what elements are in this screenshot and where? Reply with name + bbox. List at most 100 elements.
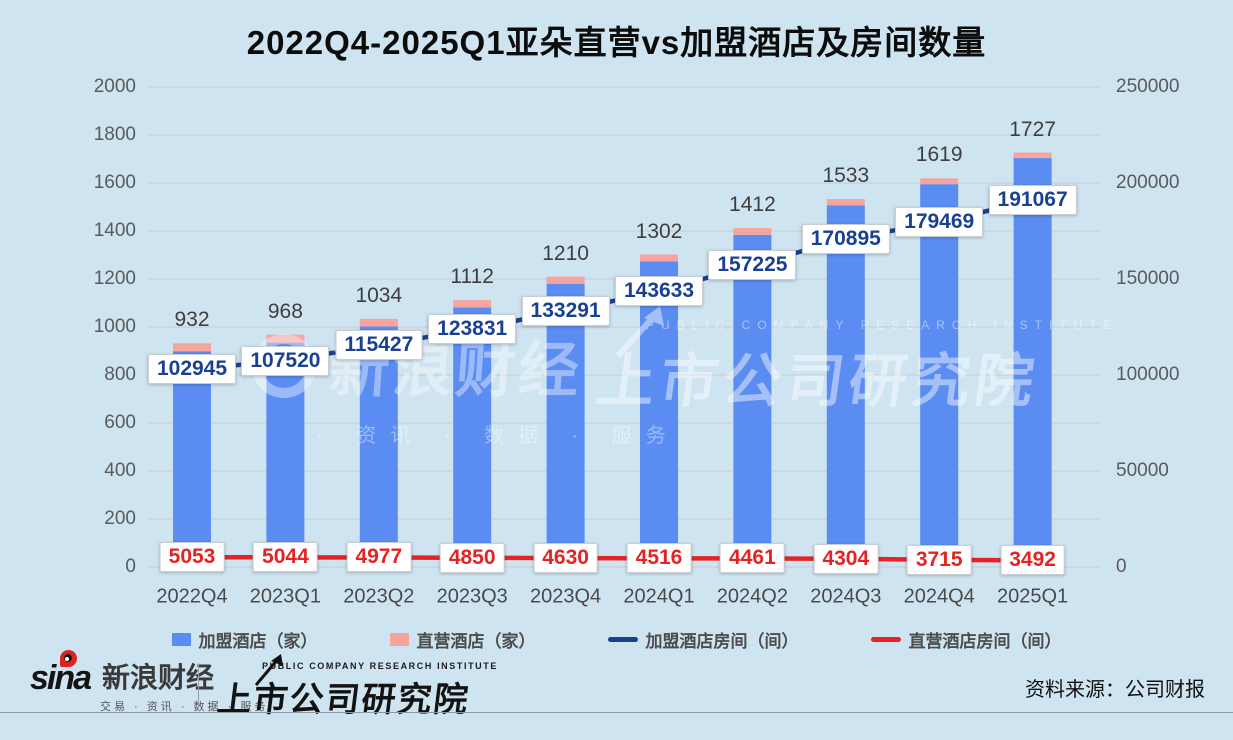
institute-logo: PUBLIC COMPANY RESEARCH INSTITUTE 上市公司研究… (215, 654, 498, 721)
bar-direct-segment (826, 199, 865, 206)
bar-franchise-segment (359, 326, 398, 567)
direct-rooms-value-label: 3492 (1000, 545, 1065, 576)
bar-franchise-segment (546, 283, 585, 567)
chart-legend: 加盟酒店（家） 直营酒店（家） 加盟酒店房间（间） 直营酒店房间（间） (0, 627, 1233, 652)
legend-label: 加盟酒店（家） (198, 632, 318, 651)
left-axis-tick-label: 1600 (93, 172, 136, 193)
bar-direct-segment (920, 178, 959, 185)
institute-arrow-icon (254, 654, 283, 686)
x-axis-label: 2023Q1 (249, 585, 321, 608)
chart-title: 2022Q4-2025Q1亚朵直营vs加盟酒店及房间数量 (246, 24, 987, 61)
left-axis-tick-label: 1200 (93, 268, 136, 289)
franchise-rooms-value-label: 143633 (614, 276, 704, 307)
legend-item-direct-hotels: 直营酒店（家） (389, 627, 536, 652)
bar-total-label: 1619 (915, 143, 963, 167)
left-axis-tick-label: 0 (125, 556, 136, 577)
direct-rooms-value-label: 5053 (159, 542, 225, 573)
bar-franchise-segment (640, 261, 678, 567)
franchise-rooms-value-label: 123831 (428, 314, 517, 345)
franchise-rooms-value-label: 179469 (895, 207, 984, 238)
left-axis-tick-label: 400 (104, 460, 136, 481)
left-axis-tick-label: 600 (104, 412, 136, 433)
institute-en-text: PUBLIC COMPANY RESEARCH INSTITUTE (262, 661, 498, 671)
legend-swatch-franchise-hotels (171, 633, 191, 646)
direct-rooms-value-label: 4516 (626, 543, 692, 574)
bar-direct-segment (266, 334, 305, 343)
legend-item-franchise-rooms: 加盟酒店房间（间） (607, 627, 799, 652)
bar-franchise-segment (733, 234, 772, 567)
legend-item-franchise-hotels: 加盟酒店（家） (171, 627, 318, 652)
bar-total-label: 1302 (635, 219, 683, 243)
bar-total-label: 1210 (542, 241, 589, 265)
legend-swatch-direct-hotels (389, 633, 409, 646)
franchise-rooms-value-label: 170895 (801, 223, 890, 254)
x-axis-label: 2024Q1 (623, 585, 695, 608)
legend-label: 直营酒店房间（间） (908, 632, 1062, 651)
institute-cn-text: 上市公司研究院 (215, 681, 472, 719)
bar-franchise-segment (826, 205, 865, 567)
bar-direct-segment (733, 228, 772, 235)
bar-franchise-segment (453, 307, 492, 567)
right-axis-tick-label: 50000 (1116, 460, 1169, 481)
x-axis-label: 2025Q1 (997, 585, 1069, 608)
bar-franchise-segment (1013, 158, 1052, 568)
legend-label: 直营酒店（家） (416, 632, 536, 651)
x-axis-label: 2023Q3 (436, 585, 508, 608)
direct-rooms-value-label: 5044 (253, 542, 318, 573)
sina-brand-text: 新浪财经 (102, 662, 215, 693)
footer: sina 新浪财经 交易 · 资讯 · 数据 · 服务 PUBLIC COMPA… (0, 650, 1233, 719)
left-axis-tick-label: 200 (104, 508, 136, 529)
data-source-text: 资料来源：公司财报 (1025, 679, 1205, 701)
right-axis-tick-label: 200000 (1116, 172, 1180, 193)
direct-rooms-value-label: 4977 (346, 542, 412, 573)
direct-rooms-line (189, 555, 1035, 563)
right-axis-tick-label: 150000 (1116, 268, 1180, 289)
franchise-rooms-value-label: 133291 (521, 296, 610, 327)
sina-tagline: 交易 · 资讯 · 数据 · 服务 (100, 701, 269, 713)
sina-eye-icon (60, 650, 77, 667)
legend-swatch-direct-rooms (870, 637, 901, 642)
legend-swatch-franchise-rooms (607, 637, 638, 642)
direct-rooms-value-label: 4461 (720, 543, 785, 574)
bar-franchise-segment (266, 342, 305, 567)
footer-divider (198, 663, 199, 709)
x-axis-label: 2022Q4 (156, 585, 228, 608)
franchise-rooms-value-label: 107520 (241, 345, 330, 376)
x-axis-label: 2024Q4 (903, 585, 975, 608)
bar-direct-segment (640, 254, 678, 262)
bar-direct-segment (1013, 152, 1052, 159)
bar-total-label: 1533 (822, 164, 870, 188)
sina-wordmark: sina (30, 659, 92, 697)
franchise-rooms-value-label: 115427 (335, 330, 423, 361)
bar-total-label: 1112 (450, 265, 494, 289)
x-axis-label: 2023Q4 (530, 585, 602, 608)
bar-franchise-segment (920, 184, 959, 567)
left-axis-tick-label: 1000 (93, 316, 136, 337)
franchise-rooms-line (189, 197, 1035, 372)
left-axis-tick-label: 1800 (93, 124, 136, 145)
right-axis-tick-label: 100000 (1116, 364, 1180, 385)
bar-direct-segment (359, 318, 398, 327)
direct-rooms-value-label: 4304 (813, 543, 879, 574)
bar-direct-segment (173, 343, 211, 352)
bar-total-label: 1412 (729, 193, 776, 217)
bar-franchise-segment (173, 351, 211, 567)
bar-total-label: 1034 (355, 283, 403, 307)
bar-total-label: 1727 (1009, 117, 1056, 141)
x-axis-label: 2024Q3 (810, 585, 882, 608)
legend-item-direct-rooms: 直营酒店房间（间） (870, 627, 1062, 652)
bottom-rule (0, 712, 1233, 713)
bar-direct-segment (453, 300, 492, 308)
right-axis-tick-label: 0 (1116, 556, 1127, 577)
franchise-rooms-value-label: 191067 (988, 185, 1077, 216)
franchise-rooms-value-label: 157225 (708, 250, 797, 281)
x-axis-label: 2024Q2 (716, 585, 788, 608)
direct-rooms-value-label: 3715 (906, 544, 972, 575)
direct-rooms-value-label: 4630 (533, 543, 598, 574)
bar-direct-segment (546, 276, 585, 284)
left-axis-tick-label: 1400 (93, 220, 136, 241)
franchise-rooms-value-label: 102945 (147, 354, 237, 385)
